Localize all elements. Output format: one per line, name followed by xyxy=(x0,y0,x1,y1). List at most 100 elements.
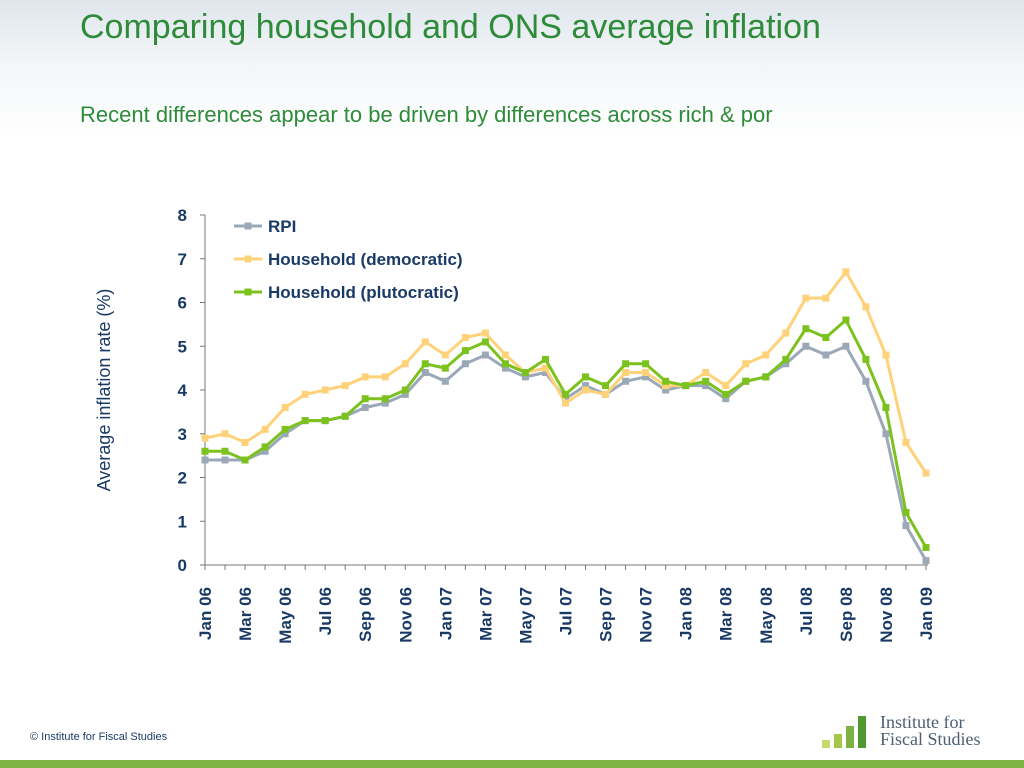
data-point xyxy=(401,360,409,368)
x-tick-label: Nov 07 xyxy=(637,587,656,643)
data-point xyxy=(481,338,489,346)
x-tick-label: Sep 08 xyxy=(837,587,856,642)
data-point xyxy=(722,382,730,390)
data-point xyxy=(541,369,549,376)
logo-line-2: Fiscal Studies xyxy=(880,729,981,749)
data-point xyxy=(441,364,449,372)
x-tick-label: Sep 06 xyxy=(356,587,375,642)
data-point xyxy=(361,404,369,411)
y-tick-label: 5 xyxy=(178,337,187,356)
data-point xyxy=(842,316,850,324)
data-point xyxy=(361,373,369,381)
logo-bar-4 xyxy=(858,716,866,748)
data-point xyxy=(642,373,650,381)
data-point xyxy=(922,557,930,565)
data-point xyxy=(201,456,209,464)
data-point xyxy=(501,360,509,368)
y-tick-label: 1 xyxy=(178,512,187,531)
legend-swatch-marker xyxy=(244,255,252,263)
legend-swatch-marker xyxy=(244,222,252,230)
data-point xyxy=(862,377,870,385)
x-tick-label: Jul 06 xyxy=(316,587,335,635)
data-point xyxy=(281,425,289,433)
data-point xyxy=(882,404,890,411)
y-tick-label: 3 xyxy=(178,425,187,444)
data-point xyxy=(381,395,389,403)
data-point xyxy=(582,382,590,390)
data-point xyxy=(281,430,289,438)
data-point xyxy=(642,360,650,368)
data-point xyxy=(842,342,850,350)
x-tick-label: Mar 07 xyxy=(476,587,495,641)
x-tick-label: May 06 xyxy=(276,587,295,644)
data-point xyxy=(341,412,349,420)
slide-subtitle: Recent differences appear to be driven b… xyxy=(80,102,773,127)
y-tick-label: 4 xyxy=(178,381,188,400)
data-point xyxy=(201,447,209,455)
data-point xyxy=(361,395,369,403)
data-point xyxy=(301,390,309,398)
x-tick-label: Nov 08 xyxy=(877,587,896,643)
data-point xyxy=(301,417,309,425)
data-point xyxy=(902,522,910,530)
data-point xyxy=(702,369,710,376)
x-tick-label: Mar 08 xyxy=(717,587,736,641)
data-point xyxy=(782,355,790,363)
data-point xyxy=(762,351,770,359)
data-point xyxy=(441,377,449,385)
data-point xyxy=(902,509,910,516)
legend-label: Household (democratic) xyxy=(268,250,463,269)
data-point xyxy=(882,430,890,438)
data-point xyxy=(822,334,830,341)
data-point xyxy=(822,294,830,302)
y-tick-label: 2 xyxy=(178,469,187,488)
logo-text: Institute for Fiscal Studies xyxy=(880,713,981,749)
data-point xyxy=(722,395,730,403)
data-point xyxy=(562,395,569,403)
x-tick-label: Nov 06 xyxy=(396,587,415,643)
data-point xyxy=(862,355,870,363)
x-tick-label: May 08 xyxy=(757,587,776,644)
slide-title: Comparing household and ONS average infl… xyxy=(80,8,821,46)
logo-bar-3 xyxy=(846,726,854,748)
data-point xyxy=(461,334,469,341)
data-point xyxy=(922,544,930,551)
data-point xyxy=(481,351,489,359)
data-point xyxy=(882,351,890,359)
data-point xyxy=(582,373,590,381)
x-tick-label: Jul 07 xyxy=(557,587,576,635)
data-point xyxy=(261,447,269,455)
data-point xyxy=(742,377,750,385)
data-point xyxy=(782,329,790,337)
data-point xyxy=(662,386,670,394)
data-point xyxy=(562,390,569,398)
data-point xyxy=(321,417,329,425)
data-point xyxy=(321,386,329,394)
data-point xyxy=(842,268,850,276)
data-point xyxy=(582,386,590,394)
x-tick-label: Mar 06 xyxy=(236,587,255,641)
data-point xyxy=(381,373,389,381)
data-point xyxy=(622,360,630,368)
data-point xyxy=(461,360,469,368)
data-point xyxy=(221,456,229,464)
series-line-1 xyxy=(204,270,928,474)
data-point xyxy=(421,369,429,376)
x-tick-label: May 07 xyxy=(516,587,535,644)
x-tick-label: Sep 07 xyxy=(597,587,616,642)
y-tick-label: 0 xyxy=(178,556,187,575)
data-point xyxy=(802,325,810,333)
data-point xyxy=(562,399,569,407)
data-point xyxy=(702,382,710,390)
data-point xyxy=(381,399,389,407)
data-point xyxy=(241,456,249,464)
series-line-0 xyxy=(205,344,928,562)
data-point xyxy=(602,382,610,390)
data-point xyxy=(521,373,529,381)
data-point xyxy=(501,364,509,372)
data-point xyxy=(902,439,910,446)
data-point xyxy=(682,382,690,390)
data-point xyxy=(261,425,269,433)
x-tick-label: Jan 06 xyxy=(196,587,215,640)
series-line-2 xyxy=(205,318,928,549)
